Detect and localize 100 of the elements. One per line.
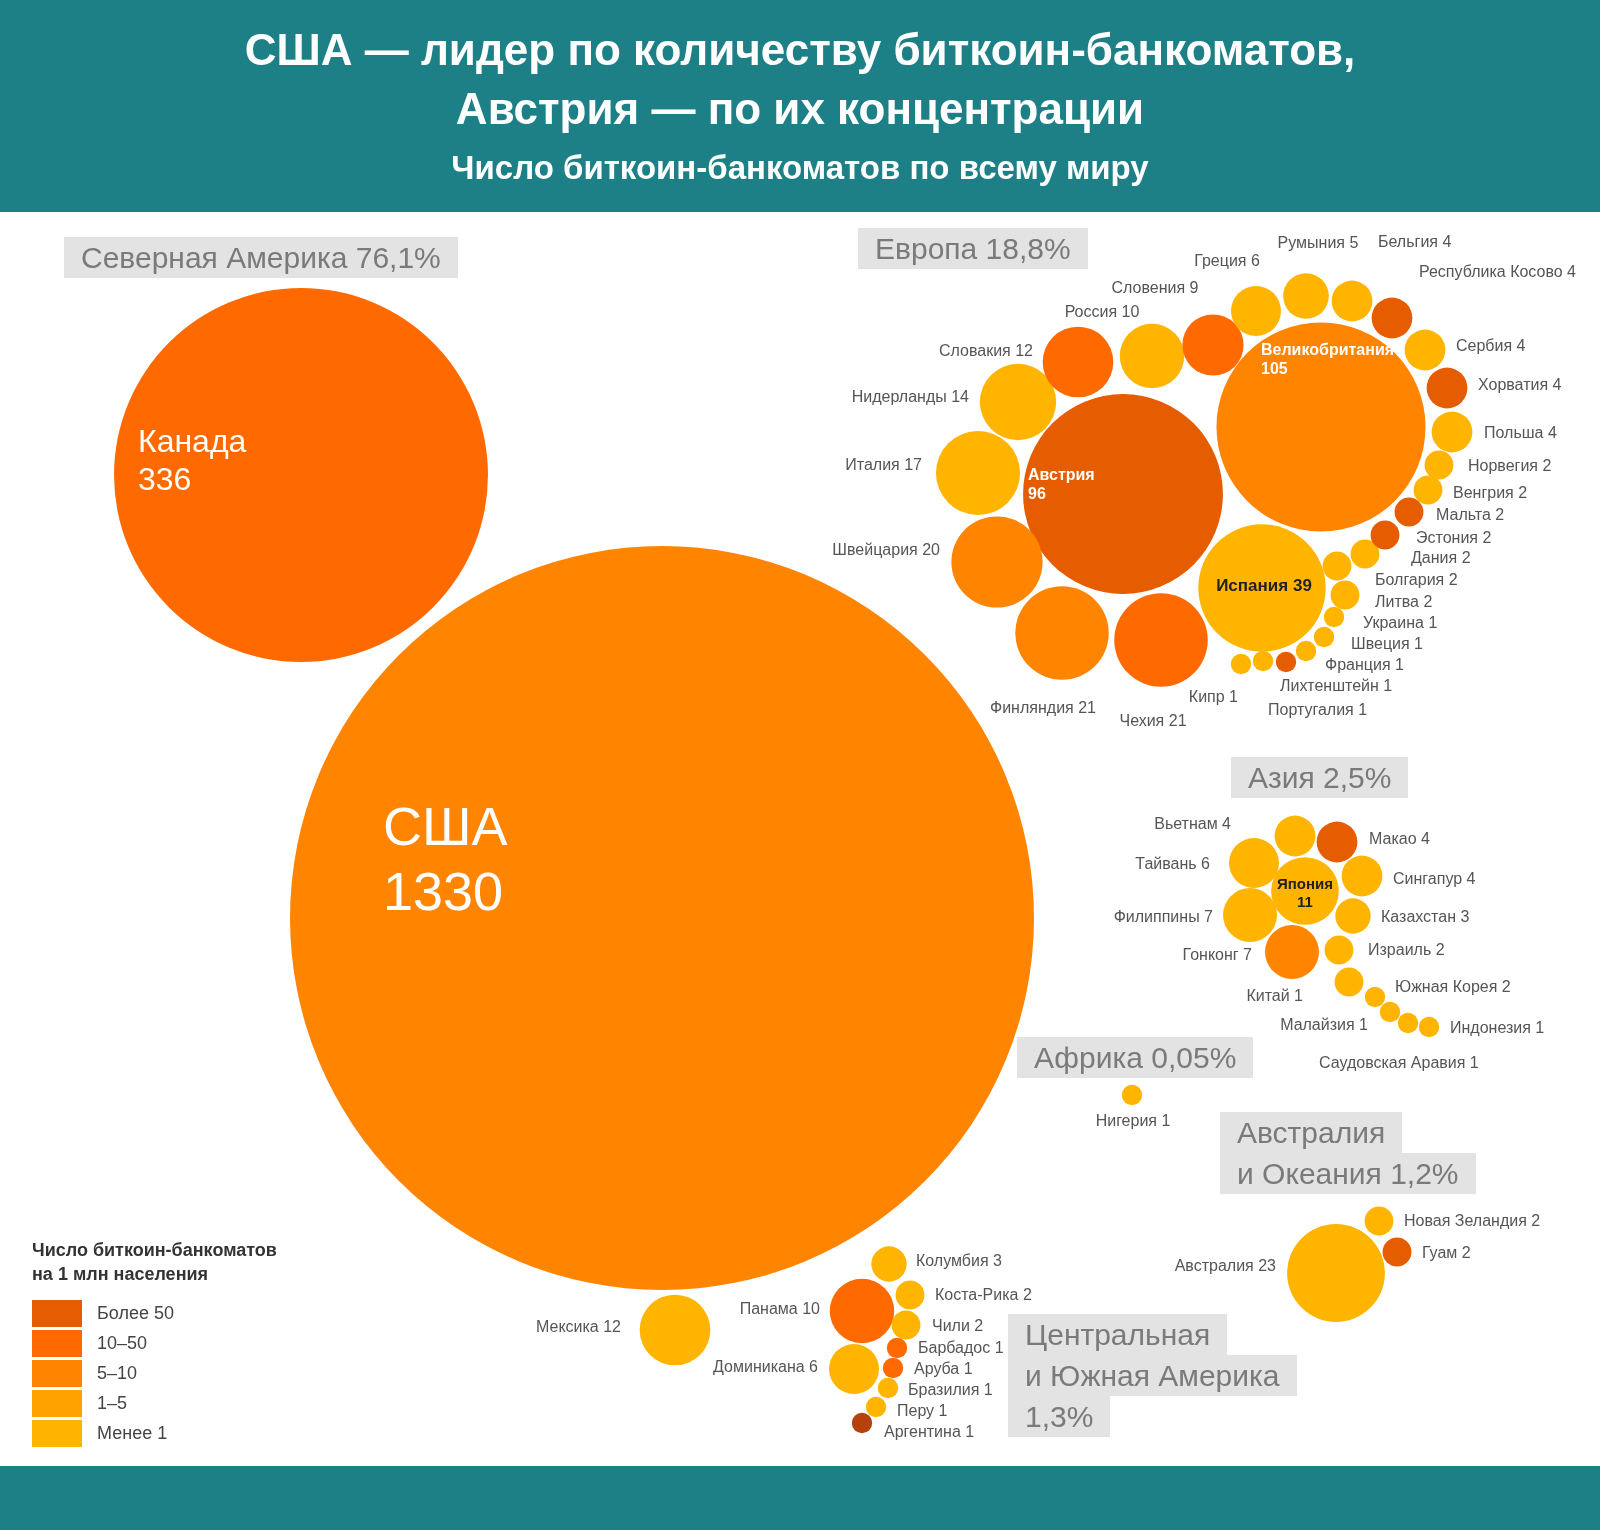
category-label: Колумбия	[916, 1251, 989, 1269]
data-label: 1	[1229, 687, 1238, 705]
data-label: 96	[1028, 484, 1046, 502]
data-label: 4	[1552, 375, 1562, 393]
category-label: Барбадос	[918, 1338, 991, 1356]
category-label: Аргентина	[884, 1422, 961, 1440]
legend-label: 1–5	[97, 1393, 128, 1414]
category-label: Великобритания	[1261, 340, 1395, 358]
text: Северная Америка 76,1%	[64, 237, 458, 278]
data-label: 9	[1189, 278, 1199, 296]
category-label: Чехия	[1119, 711, 1165, 729]
legend-title: Число биткоин-банкоматов на 1 млн населения	[32, 1239, 277, 1286]
data-label: 4	[1547, 423, 1557, 441]
data-label: 1	[994, 1338, 1004, 1356]
category-label: Румыния	[1277, 233, 1346, 251]
category-label: Бразилия	[908, 1380, 980, 1398]
category-label: Дания	[1411, 548, 1458, 566]
data-label: 1	[1358, 700, 1368, 718]
data-label: 3	[1460, 907, 1470, 925]
data-label: 2	[1501, 977, 1511, 995]
category-label: Гонконг	[1182, 945, 1239, 963]
category-label: Нидерланды	[851, 387, 947, 405]
category-label: Литва	[1375, 592, 1419, 610]
category-label: Мальта	[1436, 505, 1491, 523]
category-label: Украина	[1363, 613, 1424, 631]
category-label: Канада	[138, 422, 247, 459]
data-label: 1	[1294, 986, 1303, 1004]
category-label: Макао	[1369, 829, 1417, 847]
text: Центральная и Южная Америка 1,3%	[1024, 1317, 1281, 1435]
legend-label: 5–10	[97, 1363, 138, 1384]
category-label: Венгрия	[1453, 483, 1514, 501]
category-label: Австрия	[1028, 465, 1095, 483]
data-label: 4	[1222, 814, 1231, 832]
text: США — лидер по количеству биткоин-банкоматов, Австрия — по их концентрации	[243, 24, 1357, 135]
data-label: 105	[1261, 359, 1288, 377]
data-label: 1	[1428, 613, 1438, 631]
category-label: Словакия	[938, 341, 1011, 359]
category-label: Финляндия	[990, 698, 1074, 716]
legend-label: 10–50	[97, 1333, 148, 1354]
category-label: Китай	[1246, 986, 1290, 1004]
data-label: 1	[1469, 1053, 1479, 1071]
category-label: Южная Корея	[1395, 977, 1498, 995]
data-label: 1	[965, 1422, 975, 1440]
text: Азия 2,5%	[1231, 757, 1409, 798]
data-label: 2	[1518, 483, 1528, 501]
data-label: 2	[1423, 592, 1433, 610]
data-label: 2	[1448, 570, 1458, 588]
category-label: Швеция	[1351, 634, 1410, 652]
data-label: 2	[1022, 1285, 1032, 1303]
data-label: 7	[1204, 907, 1213, 925]
data-label: 14	[951, 387, 969, 405]
data-label: 1	[1535, 1018, 1545, 1036]
data-label: 3	[993, 1251, 1002, 1269]
data-label: 1	[1383, 676, 1393, 694]
category-label: Лихтенштейн	[1280, 676, 1379, 694]
data-label: 1	[983, 1380, 993, 1398]
data-label: 6	[1250, 251, 1260, 269]
data-label: 12	[603, 1317, 621, 1335]
category-label: Болгария	[1375, 570, 1445, 588]
category-label: Хорватия	[1478, 375, 1549, 393]
data-label: 12	[1015, 341, 1033, 359]
data-label: 10	[1121, 302, 1140, 320]
category-label: Панама	[739, 1299, 798, 1317]
data-label: 2	[1542, 456, 1552, 474]
data-label: 39	[1292, 576, 1312, 595]
category-label: Малайзия	[1280, 1015, 1355, 1033]
data-label: 2	[1531, 1211, 1541, 1229]
data-label: 1	[1359, 1015, 1368, 1033]
category-label: Филиппины	[1113, 907, 1200, 925]
data-label: 2	[1461, 1243, 1471, 1261]
data-label: 4	[1516, 336, 1526, 354]
data-label: 4	[1421, 829, 1430, 847]
text: Африка 0,05%	[1017, 1037, 1254, 1078]
data-label: 21	[1078, 698, 1096, 716]
data-label: 4	[1567, 262, 1576, 280]
category-label: Гуам	[1422, 1243, 1458, 1261]
category-label: Перу	[897, 1401, 935, 1419]
category-label: Мексика	[535, 1317, 599, 1335]
legend-label: Менее 1	[97, 1423, 168, 1444]
category-label: Эстония	[1416, 528, 1478, 546]
category-label: Израиль	[1368, 940, 1432, 958]
category-label: Сингапур	[1393, 869, 1463, 887]
text: Австралия и Океания 1,2%	[1236, 1115, 1460, 1192]
data-label: 17	[904, 455, 922, 473]
text: Европа 18,8%	[858, 228, 1088, 269]
category-label: Нигерия	[1095, 1111, 1158, 1129]
data-label: 2	[1461, 548, 1471, 566]
category-label: Италия	[845, 455, 900, 473]
data-label: 2	[1482, 528, 1492, 546]
data-label: 10	[802, 1299, 820, 1317]
data-label: 7	[1243, 945, 1252, 963]
data-label: 20	[922, 540, 940, 558]
category-label: Испания	[1216, 576, 1289, 595]
category-label: Португалия	[1268, 700, 1354, 718]
text: Число биткоин-банкоматов по всему миру	[450, 148, 1150, 188]
data-label: 2	[974, 1316, 984, 1334]
category-label: Коста-Рика	[935, 1285, 1019, 1303]
category-label: Австралия	[1174, 1256, 1254, 1274]
category-label: Япония	[1276, 874, 1334, 892]
category-label: Россия	[1064, 302, 1118, 320]
